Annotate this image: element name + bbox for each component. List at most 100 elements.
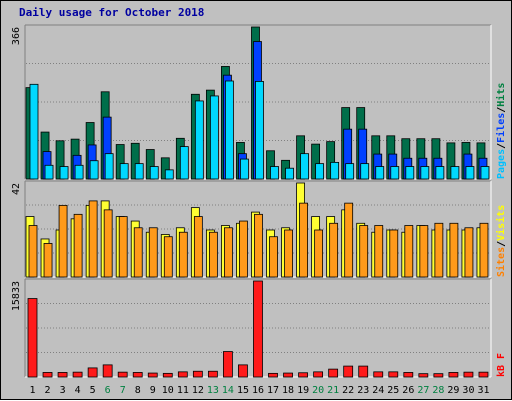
legend-entry: Files: [495, 113, 507, 143]
bar: [89, 160, 99, 180]
x-tick-label: 20: [312, 385, 324, 396]
bar: [465, 166, 475, 180]
panel-sites-max-label: 42: [11, 183, 22, 195]
bar: [43, 243, 53, 278]
bar: [373, 371, 384, 378]
panel-hits-legend: Pages/Files/Hits: [495, 83, 507, 179]
bar: [225, 80, 234, 180]
legend-entry: /: [496, 143, 507, 149]
bar: [207, 370, 218, 378]
bar: [57, 372, 68, 378]
legend-entry: Pages: [496, 149, 507, 179]
bar: [254, 213, 263, 278]
x-tick-label: 10: [162, 385, 174, 396]
bar: [148, 227, 158, 278]
bar: [315, 163, 325, 180]
x-tick-label: 7: [120, 385, 126, 396]
bar: [192, 370, 203, 378]
bar: [360, 163, 370, 180]
x-tick-label: 25: [387, 385, 399, 396]
bar: [255, 81, 264, 180]
panel-kbytes: 15833 kB F: [11, 278, 507, 378]
bar: [103, 209, 113, 278]
bar: [328, 368, 339, 378]
bar: [117, 371, 128, 378]
bar: [480, 166, 490, 180]
bar: [404, 225, 414, 278]
bar: [390, 166, 400, 180]
legend-entry: /: [496, 241, 507, 247]
bar: [239, 220, 248, 278]
x-tick-label: 2: [45, 385, 51, 396]
bar: [284, 229, 293, 278]
x-tick-label: 14: [222, 385, 234, 396]
bar: [448, 372, 459, 378]
bar: [478, 371, 489, 378]
bar: [193, 216, 203, 278]
bar: [72, 371, 83, 378]
chart-title: Daily usage for October 2018: [19, 6, 204, 19]
bar: [268, 372, 278, 378]
series-kb-f: [27, 280, 489, 378]
bar: [133, 227, 143, 278]
bar: [88, 200, 98, 278]
bar: [224, 227, 233, 278]
bar: [163, 236, 173, 278]
bar: [223, 351, 233, 378]
x-tick-label: 15: [237, 385, 249, 396]
panel-sites-legend: Sites/Visits: [495, 205, 507, 277]
bar: [59, 166, 69, 180]
panel-sites: 42 Sites/Visits: [11, 180, 507, 278]
x-tick-label: 22: [342, 385, 354, 396]
bar: [329, 222, 339, 278]
bar: [375, 166, 385, 180]
bar: [479, 222, 489, 278]
x-axis: 1 2 3 4 5 6 7 8 9 10 11 12 13 14 15 16 17 18 19 20 21 22 23 24 2…: [30, 385, 490, 396]
x-tick-label: 29: [447, 385, 459, 396]
bar: [300, 153, 309, 180]
bar: [162, 372, 173, 378]
bar: [433, 373, 444, 378]
bar: [374, 225, 384, 278]
bar: [104, 153, 114, 180]
legend-entry: Sites: [495, 247, 507, 277]
x-tick-label: 27: [417, 385, 429, 396]
bar: [29, 83, 39, 180]
bar: [359, 225, 369, 278]
bar: [314, 229, 324, 278]
bar: [330, 161, 340, 180]
bar: [464, 227, 474, 278]
x-tick-label: 12: [192, 385, 204, 396]
bar: [269, 236, 278, 278]
bar: [463, 371, 474, 378]
bar: [73, 213, 83, 278]
x-tick-label: 24: [372, 385, 384, 396]
bar: [283, 372, 293, 378]
bar: [358, 365, 369, 378]
bar: [118, 216, 128, 278]
x-tick-label: 3: [60, 385, 66, 396]
bar: [388, 371, 399, 378]
x-tick-label: 17: [267, 385, 279, 396]
x-tick-label: 23: [357, 385, 369, 396]
legend-entry: kB F: [496, 353, 507, 377]
x-tick-label: 1: [30, 385, 36, 396]
bar: [343, 365, 354, 378]
bar: [102, 364, 113, 378]
legend-entry: /: [496, 107, 507, 113]
bar: [450, 166, 460, 180]
x-tick-label: 13: [207, 385, 219, 396]
legend-entry: Hits: [495, 83, 507, 107]
bar: [178, 231, 188, 278]
x-tick-label: 19: [297, 385, 309, 396]
bar: [403, 372, 414, 378]
bar: [147, 372, 158, 378]
x-tick-label: 8: [135, 385, 141, 396]
bar: [298, 372, 308, 378]
x-tick-label: 16: [252, 385, 264, 396]
bar: [253, 280, 263, 378]
